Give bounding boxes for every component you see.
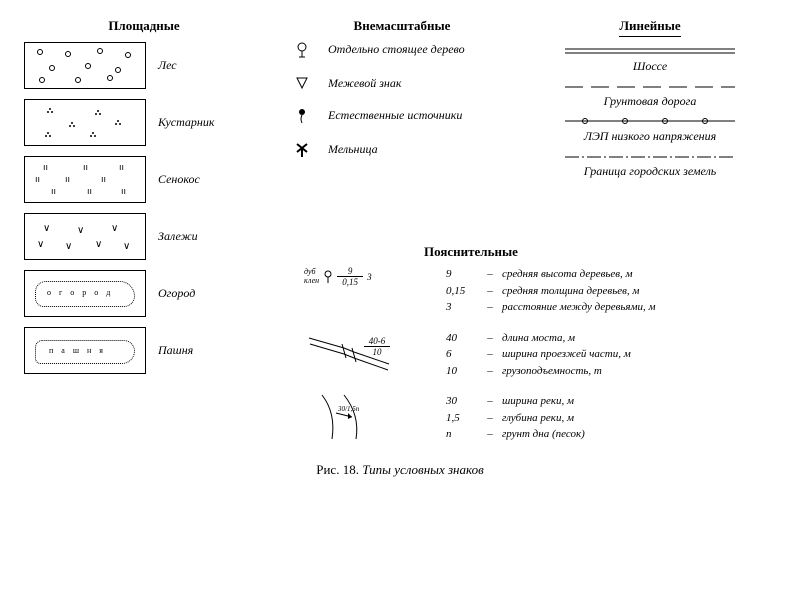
line-row-boundary: Граница городских земель <box>540 150 760 179</box>
point-label: Отдельно стоящее дерево <box>328 42 465 57</box>
triangle-icon <box>292 76 312 94</box>
explain-defs-river: 30–ширина реки, м 1,5–глубина реки, м п–… <box>446 393 585 444</box>
area-row-forest: Лес <box>24 42 264 89</box>
area-row-shrub: Кустарник <box>24 99 264 146</box>
point-row: Естественные источники <box>292 108 512 128</box>
line-row-highway: Шоссе <box>540 45 760 74</box>
line-row-dirt: Грунтовая дорога <box>540 80 760 109</box>
area-title: Площадные <box>24 18 264 34</box>
spring-icon <box>292 108 312 128</box>
explain-fig-bridge: 40-6 10 <box>304 330 434 380</box>
explain-fig-river: 30/1,5п <box>304 393 434 444</box>
line-row-powerline: ЛЭП низкого напряжения <box>540 115 760 144</box>
line-label: Грунтовая дорога <box>540 94 760 109</box>
area-row-garden: о г о р о д Огород <box>24 270 264 317</box>
area-label: Залежи <box>158 229 198 244</box>
swatch-fallow: ∨ ∨ ∨ ∨ ∨ ∨ ∨ <box>24 213 146 260</box>
area-label: Лес <box>158 58 177 73</box>
swatch-forest <box>24 42 146 89</box>
swatch-shrub <box>24 99 146 146</box>
line-title: Линейные <box>619 18 680 37</box>
area-symbols-column: Площадные Лес <box>24 18 264 384</box>
area-row-hayfield: ıı ıı ıı ıı ıı ıı ıı ıı ıı Сенокос <box>24 156 264 203</box>
line-sample-highway <box>565 45 735 59</box>
explain-fig-tree: дубклен 9 0,15 3 <box>304 266 434 316</box>
point-label: Межевой знак <box>328 76 401 91</box>
line-sample-boundary <box>565 150 735 164</box>
garden-text: о г о р о д <box>47 288 113 297</box>
area-row-fallow: ∨ ∨ ∨ ∨ ∨ ∨ ∨ Залежи <box>24 213 264 260</box>
point-row: Межевой знак <box>292 76 512 94</box>
point-row: Отдельно стоящее дерево <box>292 42 512 62</box>
point-row: Мельница <box>292 142 512 162</box>
area-label: Огород <box>158 286 195 301</box>
point-label: Мельница <box>328 142 378 157</box>
explain-defs-tree: 9–средняя высота деревьев, м 0,15–средня… <box>446 266 656 316</box>
tree-icon <box>292 42 312 62</box>
field-text: п а ш н я <box>49 346 106 355</box>
line-label: Граница городских земель <box>540 164 760 179</box>
point-title: Внемасштабные <box>292 18 512 34</box>
line-sample-powerline <box>565 115 735 129</box>
area-label: Сенокос <box>158 172 200 187</box>
windmill-icon <box>292 142 312 162</box>
area-row-field: п а ш н я Пашня <box>24 327 264 374</box>
line-label: ЛЭП низкого напряжения <box>540 129 760 144</box>
swatch-field: п а ш н я <box>24 327 146 374</box>
point-label: Естественные источники <box>328 108 462 123</box>
area-label: Кустарник <box>158 115 214 130</box>
swatch-hayfield: ıı ıı ıı ıı ıı ıı ıı ıı ıı <box>24 156 146 203</box>
line-sample-dirt <box>565 80 735 94</box>
line-label: Шоссе <box>540 59 760 74</box>
area-label: Пашня <box>158 343 193 358</box>
swatch-garden: о г о р о д <box>24 270 146 317</box>
figure-caption: Рис. 18. Типы условных знаков <box>24 462 776 478</box>
explain-defs-bridge: 40–длина моста, м 6–ширина проезжей част… <box>446 330 631 380</box>
explain-row-river: 30/1,5п 30–ширина реки, м 1,5–глубина ре… <box>304 393 776 444</box>
